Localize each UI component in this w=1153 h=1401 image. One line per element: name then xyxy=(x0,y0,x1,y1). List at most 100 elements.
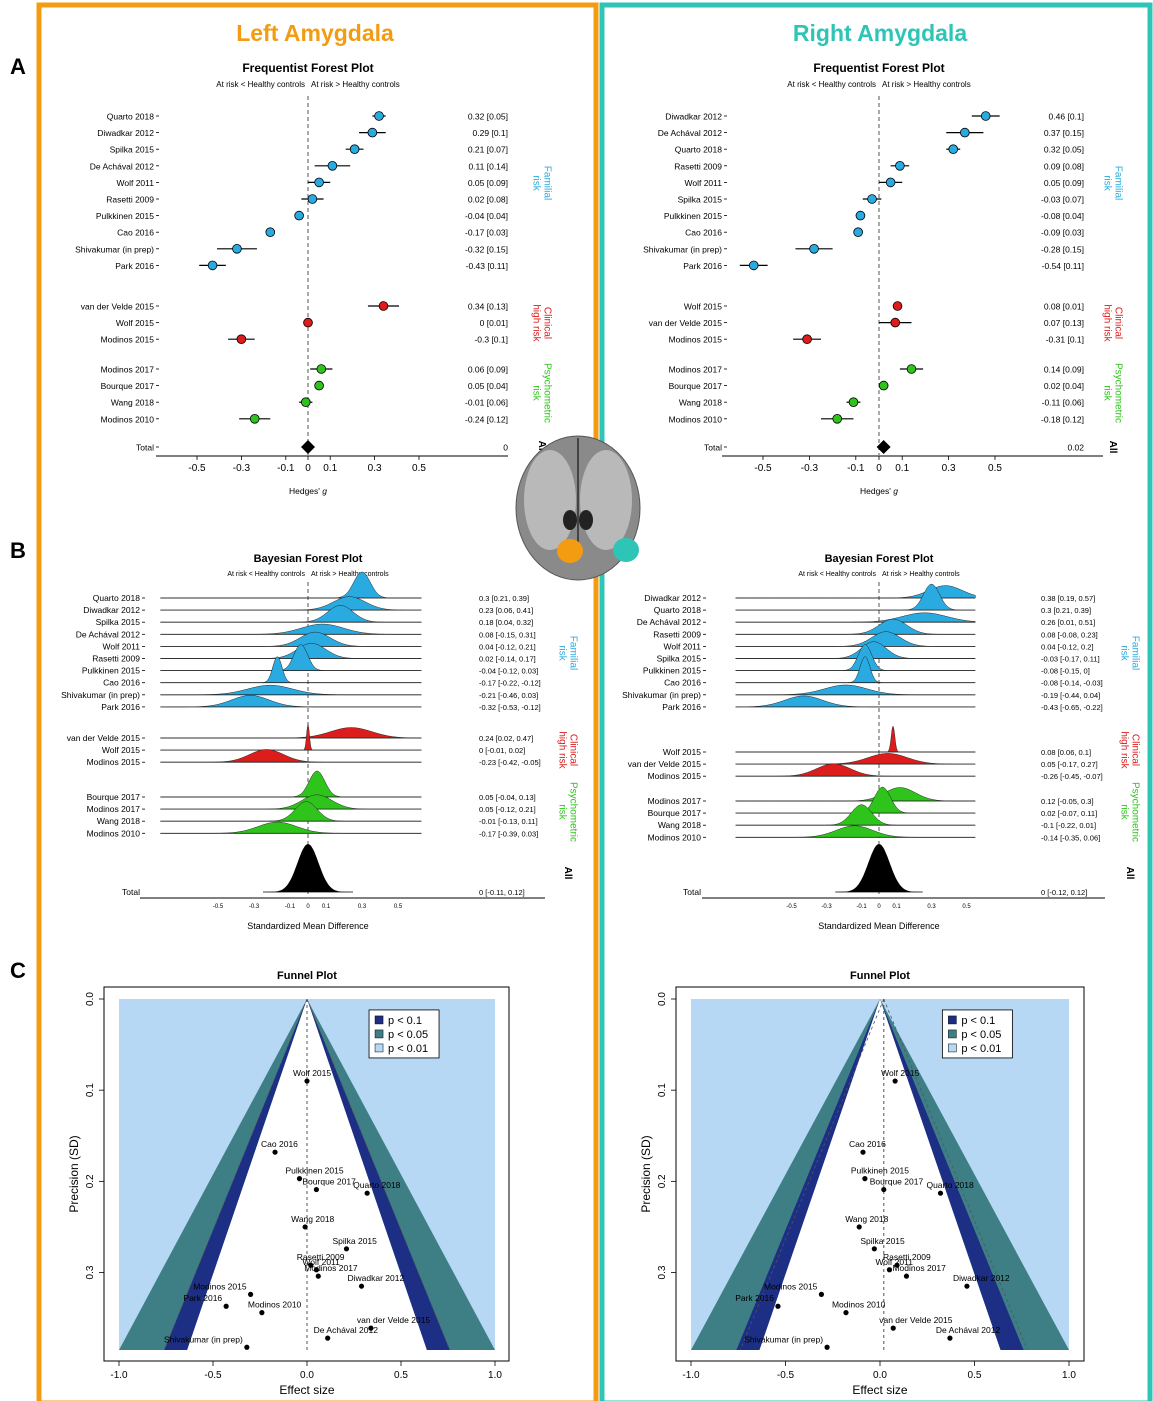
x-tick-label: 0.1 xyxy=(892,904,901,910)
study-label: Cao 2016 xyxy=(664,678,701,688)
study-point-label: Shivakumar (in prep) xyxy=(164,1334,243,1344)
study-label: De Achával 2012 xyxy=(658,128,723,138)
effect-value: 0.11 [0.14] xyxy=(468,161,508,171)
group-label-text: risk xyxy=(1119,645,1130,662)
effect-point xyxy=(960,127,970,138)
study-label: Bourque 2017 xyxy=(101,381,155,391)
effect-point xyxy=(906,364,917,374)
group-label-text: Psychometric xyxy=(568,782,579,842)
effect-value: 0.29 [0.1] xyxy=(473,128,508,138)
effect-point xyxy=(303,317,313,328)
posterior-density xyxy=(160,605,422,623)
posterior-value: 0.04 [-0.12, 0.21] xyxy=(479,642,536,651)
forest-title: Frequentist Forest Plot xyxy=(813,61,944,75)
legend-swatch xyxy=(374,1015,384,1025)
posterior-value: -0.17 [-0.39, 0.03] xyxy=(479,829,538,838)
study-point-label: Quarto 2018 xyxy=(926,1180,974,1190)
group-label-text: Familial xyxy=(542,166,553,200)
effect-value: 0.02 [0.08] xyxy=(468,195,508,205)
group-label: All xyxy=(1124,867,1135,880)
posterior-density xyxy=(160,801,422,822)
forest-subtitle-right: At risk > Healthy controls xyxy=(311,80,400,89)
group-label: All xyxy=(536,441,547,454)
legend-label: p < 0.1 xyxy=(388,1015,422,1027)
study-point-label: Modinos 2010 xyxy=(832,1300,886,1310)
study-label: van der Velde 2015 xyxy=(81,302,155,312)
total-value: 0 [-0.11, 0.12] xyxy=(479,888,525,897)
study-label: Wolf 2015 xyxy=(663,747,701,757)
study-label: Modinos 2015 xyxy=(648,771,702,781)
group-label: All xyxy=(562,867,573,880)
x-tick-label: 0 xyxy=(877,904,881,910)
effect-point xyxy=(980,111,991,121)
posterior-value: 0.23 [0.06, 0.41] xyxy=(479,606,533,615)
posterior-value: 0.05 [-0.17, 0.27] xyxy=(1041,760,1098,769)
effect-point xyxy=(809,244,819,254)
study-point xyxy=(302,1224,308,1230)
total-value: 0.02 xyxy=(1067,443,1084,453)
study-point-label: Cao 2016 xyxy=(261,1139,298,1149)
study-label: Wolf 2015 xyxy=(102,745,140,755)
brain-right-hemisphere xyxy=(580,450,632,550)
effect-value: -0.11 [0.06] xyxy=(1042,398,1084,408)
study-label: Diwadkar 2012 xyxy=(97,128,154,138)
posterior-value: 0.3 [0.21, 0.39] xyxy=(1041,606,1091,615)
x-tick-label: -1.0 xyxy=(682,1370,700,1381)
x-tick-label: 1.0 xyxy=(1062,1370,1076,1381)
study-point-label: Diwadkar 2012 xyxy=(348,1273,405,1283)
study-point xyxy=(937,1190,944,1196)
effect-value: 0.06 [0.09] xyxy=(468,365,508,375)
x-tick-label: 0.3 xyxy=(358,904,367,910)
legend-label: p < 0.01 xyxy=(961,1043,1001,1055)
study-label: Shivakumar (in prep) xyxy=(75,244,154,254)
study-point xyxy=(843,1310,849,1316)
study-point xyxy=(358,1283,365,1289)
study-point-label: Cao 2016 xyxy=(849,1139,886,1149)
study-point-label: Bourque 2017 xyxy=(302,1177,356,1187)
effect-value: 0.34 [0.13] xyxy=(468,302,508,312)
effect-value: -0.54 [0.11] xyxy=(1042,261,1084,271)
posterior-value: -0.17 [-0.22, -0.12] xyxy=(479,679,541,688)
study-point xyxy=(313,1267,319,1273)
group-label-text: All xyxy=(1124,867,1135,880)
study-point-label: Spilka 2015 xyxy=(860,1236,905,1246)
bayes-title: Bayesian Forest Plot xyxy=(825,553,934,565)
effect-value: -0.31 [0.1] xyxy=(1046,335,1084,345)
posterior-value: 0.08 [-0.08, 0.23] xyxy=(1041,630,1098,639)
effect-value: -0.01 [0.06] xyxy=(465,398,508,408)
posterior-value: 0.18 [0.04, 0.32] xyxy=(479,618,533,627)
effect-value: 0.46 [0.1] xyxy=(1049,112,1084,122)
group-label-text: risk xyxy=(557,645,568,662)
bayes-subtitle-left: At risk < Healthy controls xyxy=(227,571,305,578)
study-label: Park 2016 xyxy=(683,261,722,271)
effect-value: 0.05 [0.04] xyxy=(468,381,508,391)
study-label: Modinos 2015 xyxy=(101,335,155,345)
effect-value: -0.43 [0.11] xyxy=(466,261,508,271)
study-point xyxy=(775,1303,781,1309)
x-axis-label: Effect size xyxy=(852,1383,907,1397)
study-label: Bourque 2017 xyxy=(648,808,702,818)
study-label: Wolf 2015 xyxy=(684,302,722,312)
posterior-value: 0.05 [-0.04, 0.13] xyxy=(479,793,536,802)
study-point-label: Pulkkinen 2015 xyxy=(851,1166,909,1176)
study-label: Shivakumar (in prep) xyxy=(622,690,701,700)
posterior-density xyxy=(160,695,422,708)
effect-point xyxy=(802,334,812,345)
study-point xyxy=(343,1246,350,1252)
posterior-value: -0.21 [-0.46, 0.03] xyxy=(479,691,538,700)
posterior-density xyxy=(160,749,422,763)
posterior-density xyxy=(735,787,976,802)
posterior-value: 0.05 [-0.12, 0.21] xyxy=(479,805,536,814)
effect-value: -0.04 [0.04] xyxy=(465,211,508,221)
y-tick-label: 0.0 xyxy=(657,992,668,1006)
study-point-label: Diwadkar 2012 xyxy=(953,1273,1010,1283)
x-tick-label: 0.5 xyxy=(394,904,403,910)
total-label: Total xyxy=(683,887,701,897)
group-label-text: risk xyxy=(1102,175,1113,192)
study-point-label: Quarto 2018 xyxy=(353,1180,401,1190)
posterior-density xyxy=(735,763,976,777)
y-tick-label-group: 0.0 xyxy=(85,992,96,1006)
group-label-text: Familial xyxy=(568,636,579,670)
